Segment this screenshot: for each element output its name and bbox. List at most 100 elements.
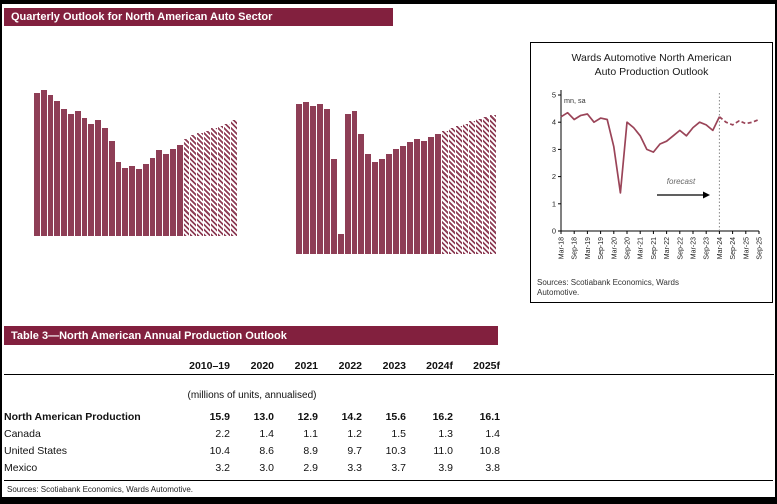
row-label: Canada [4, 427, 41, 440]
bar-right-bar [316, 104, 323, 254]
bar-left-bar [40, 89, 47, 236]
bar-left-forecast-bar [231, 120, 237, 236]
bar-right-bar [420, 141, 427, 254]
forecast-arrow-head [702, 191, 710, 199]
units-row: (millions of units, annualised) [4, 375, 774, 409]
x-tick-label: Mar-25 [743, 237, 750, 259]
bar-right-bar [344, 113, 351, 254]
col-header: 2010–19 [180, 357, 238, 375]
table-bottom-rule [4, 480, 773, 481]
cell-value: 1.1 [303, 427, 318, 440]
bar-right-forecast-bar [462, 123, 469, 254]
production-table: 2010–19 2020 2021 2022 2023 2024f 2025f (millio… [4, 357, 774, 476]
bar-right-bar [372, 161, 379, 254]
cell-value: 3.0 [259, 461, 274, 474]
bar-right-bar [365, 154, 372, 254]
x-tick-label: Mar-21 [637, 237, 644, 259]
bar-left-bar [135, 169, 142, 236]
x-tick-label: Sep-19 [598, 237, 605, 260]
x-tick-label: Sep-25 [756, 237, 763, 260]
bar-left-bar [122, 167, 129, 236]
units-filler [508, 375, 774, 409]
bar-right-bar [302, 101, 309, 254]
row-label: Mexico [4, 461, 38, 474]
bar-left-bar [61, 108, 67, 236]
bar-left-bar [142, 163, 149, 236]
table-sources: Sources: Scotiabank Economics, Wards Aut… [7, 485, 194, 494]
bar-right-bar [386, 154, 393, 254]
cell-value: 10.8 [479, 444, 500, 457]
table-row: Canada 2.2 1.4 1.1 1.2 1.5 1.3 1.4 [4, 425, 774, 442]
bar-left-bar [88, 123, 95, 236]
bar-right-bar [434, 133, 441, 254]
bar-chart-left [34, 84, 237, 236]
x-tick-label: Mar-22 [664, 237, 671, 259]
bar-right-bar [400, 145, 406, 254]
y-tick-label: 4 [551, 118, 555, 127]
col-header: 2021 [282, 357, 326, 375]
col-header: 2024f [414, 357, 461, 375]
bar-left-forecast-bar [183, 139, 190, 236]
section-header-title: Quarterly Outlook for North American Aut… [11, 11, 273, 23]
row-filler [508, 408, 774, 425]
col-header: 2025f [461, 357, 508, 375]
cell-value: 16.1 [479, 410, 500, 423]
col-header: 2023 [370, 357, 414, 375]
x-tick-label: Sep-22 [677, 237, 684, 260]
bar-right-bar [323, 108, 330, 254]
cell-value: 15.9 [209, 410, 230, 423]
y-tick-label: 3 [551, 145, 555, 154]
table-row: North American Production 15.9 13.0 12.9 14.… [4, 408, 774, 425]
x-tick-label: Mar-19 [584, 237, 591, 259]
y-tick-label: 2 [551, 172, 555, 181]
line-chart-panel: Wards Automotive North American Auto Pro… [530, 42, 773, 303]
table-header-row: 2010–19 2020 2021 2022 2023 2024f 2025f [4, 357, 774, 375]
bar-right-forecast-bar [483, 117, 490, 254]
bar-left-bar [54, 101, 61, 236]
bar-left-bar [74, 110, 81, 236]
bar-left-bar [95, 120, 101, 236]
col-header-filler [508, 357, 774, 375]
bar-right-bar [296, 104, 302, 254]
bar-left-bar [115, 161, 122, 236]
cell-value: 1.4 [259, 427, 274, 440]
cell-value: 3.9 [438, 461, 453, 474]
cell-value: 3.8 [485, 461, 500, 474]
table-title-bar: Table 3—North American Annual Production… [4, 326, 498, 345]
forecast-annotation: forecast [666, 177, 695, 186]
x-tick-label: Sep-21 [650, 237, 657, 260]
y-unit-label: mn, sa [564, 96, 586, 105]
line-chart-sources: Sources: Scotiabank Economics, Wards Aut… [537, 278, 679, 297]
cell-value: 3.7 [391, 461, 406, 474]
forecast-series-line [718, 116, 759, 127]
x-tick-label: Sep-23 [703, 237, 710, 260]
bar-right-bar [309, 106, 316, 254]
cell-value: 9.7 [347, 444, 362, 457]
cell-value: 10.4 [209, 444, 230, 457]
cell-value: 2.9 [303, 461, 318, 474]
col-header: 2022 [326, 357, 370, 375]
bar-left-forecast-bar [190, 135, 197, 236]
x-tick-label: Mar-18 [558, 237, 565, 259]
bar-right-forecast-bar [476, 119, 483, 254]
cell-value: 3.3 [347, 461, 362, 474]
bar-right-forecast-bar [490, 114, 497, 254]
bar-left-bar [129, 165, 135, 236]
bar-right-bar [393, 148, 400, 254]
bar-left-forecast-bar [217, 125, 224, 236]
bar-left-forecast-bar [210, 127, 217, 236]
row-filler [508, 425, 774, 442]
table-row: United States 10.4 8.6 8.9 9.7 10.3 11.0 10.8 [4, 442, 774, 459]
bar-left-bar [47, 95, 54, 236]
row-filler [508, 442, 774, 459]
bar-left-bar [67, 114, 74, 236]
cell-value: 15.6 [385, 410, 406, 423]
bar-right-bar [427, 136, 434, 254]
production-table-section: 2010–19 2020 2021 2022 2023 2024f 2025f (millio… [4, 349, 774, 497]
x-tick-label: Sep-18 [571, 237, 578, 260]
line-chart-title-line1: Wards Automotive North American [571, 52, 732, 64]
section-header-bar: Quarterly Outlook for North American Aut… [4, 8, 393, 26]
x-tick-label: Mar-23 [690, 237, 697, 259]
bar-right-bar [358, 133, 365, 254]
